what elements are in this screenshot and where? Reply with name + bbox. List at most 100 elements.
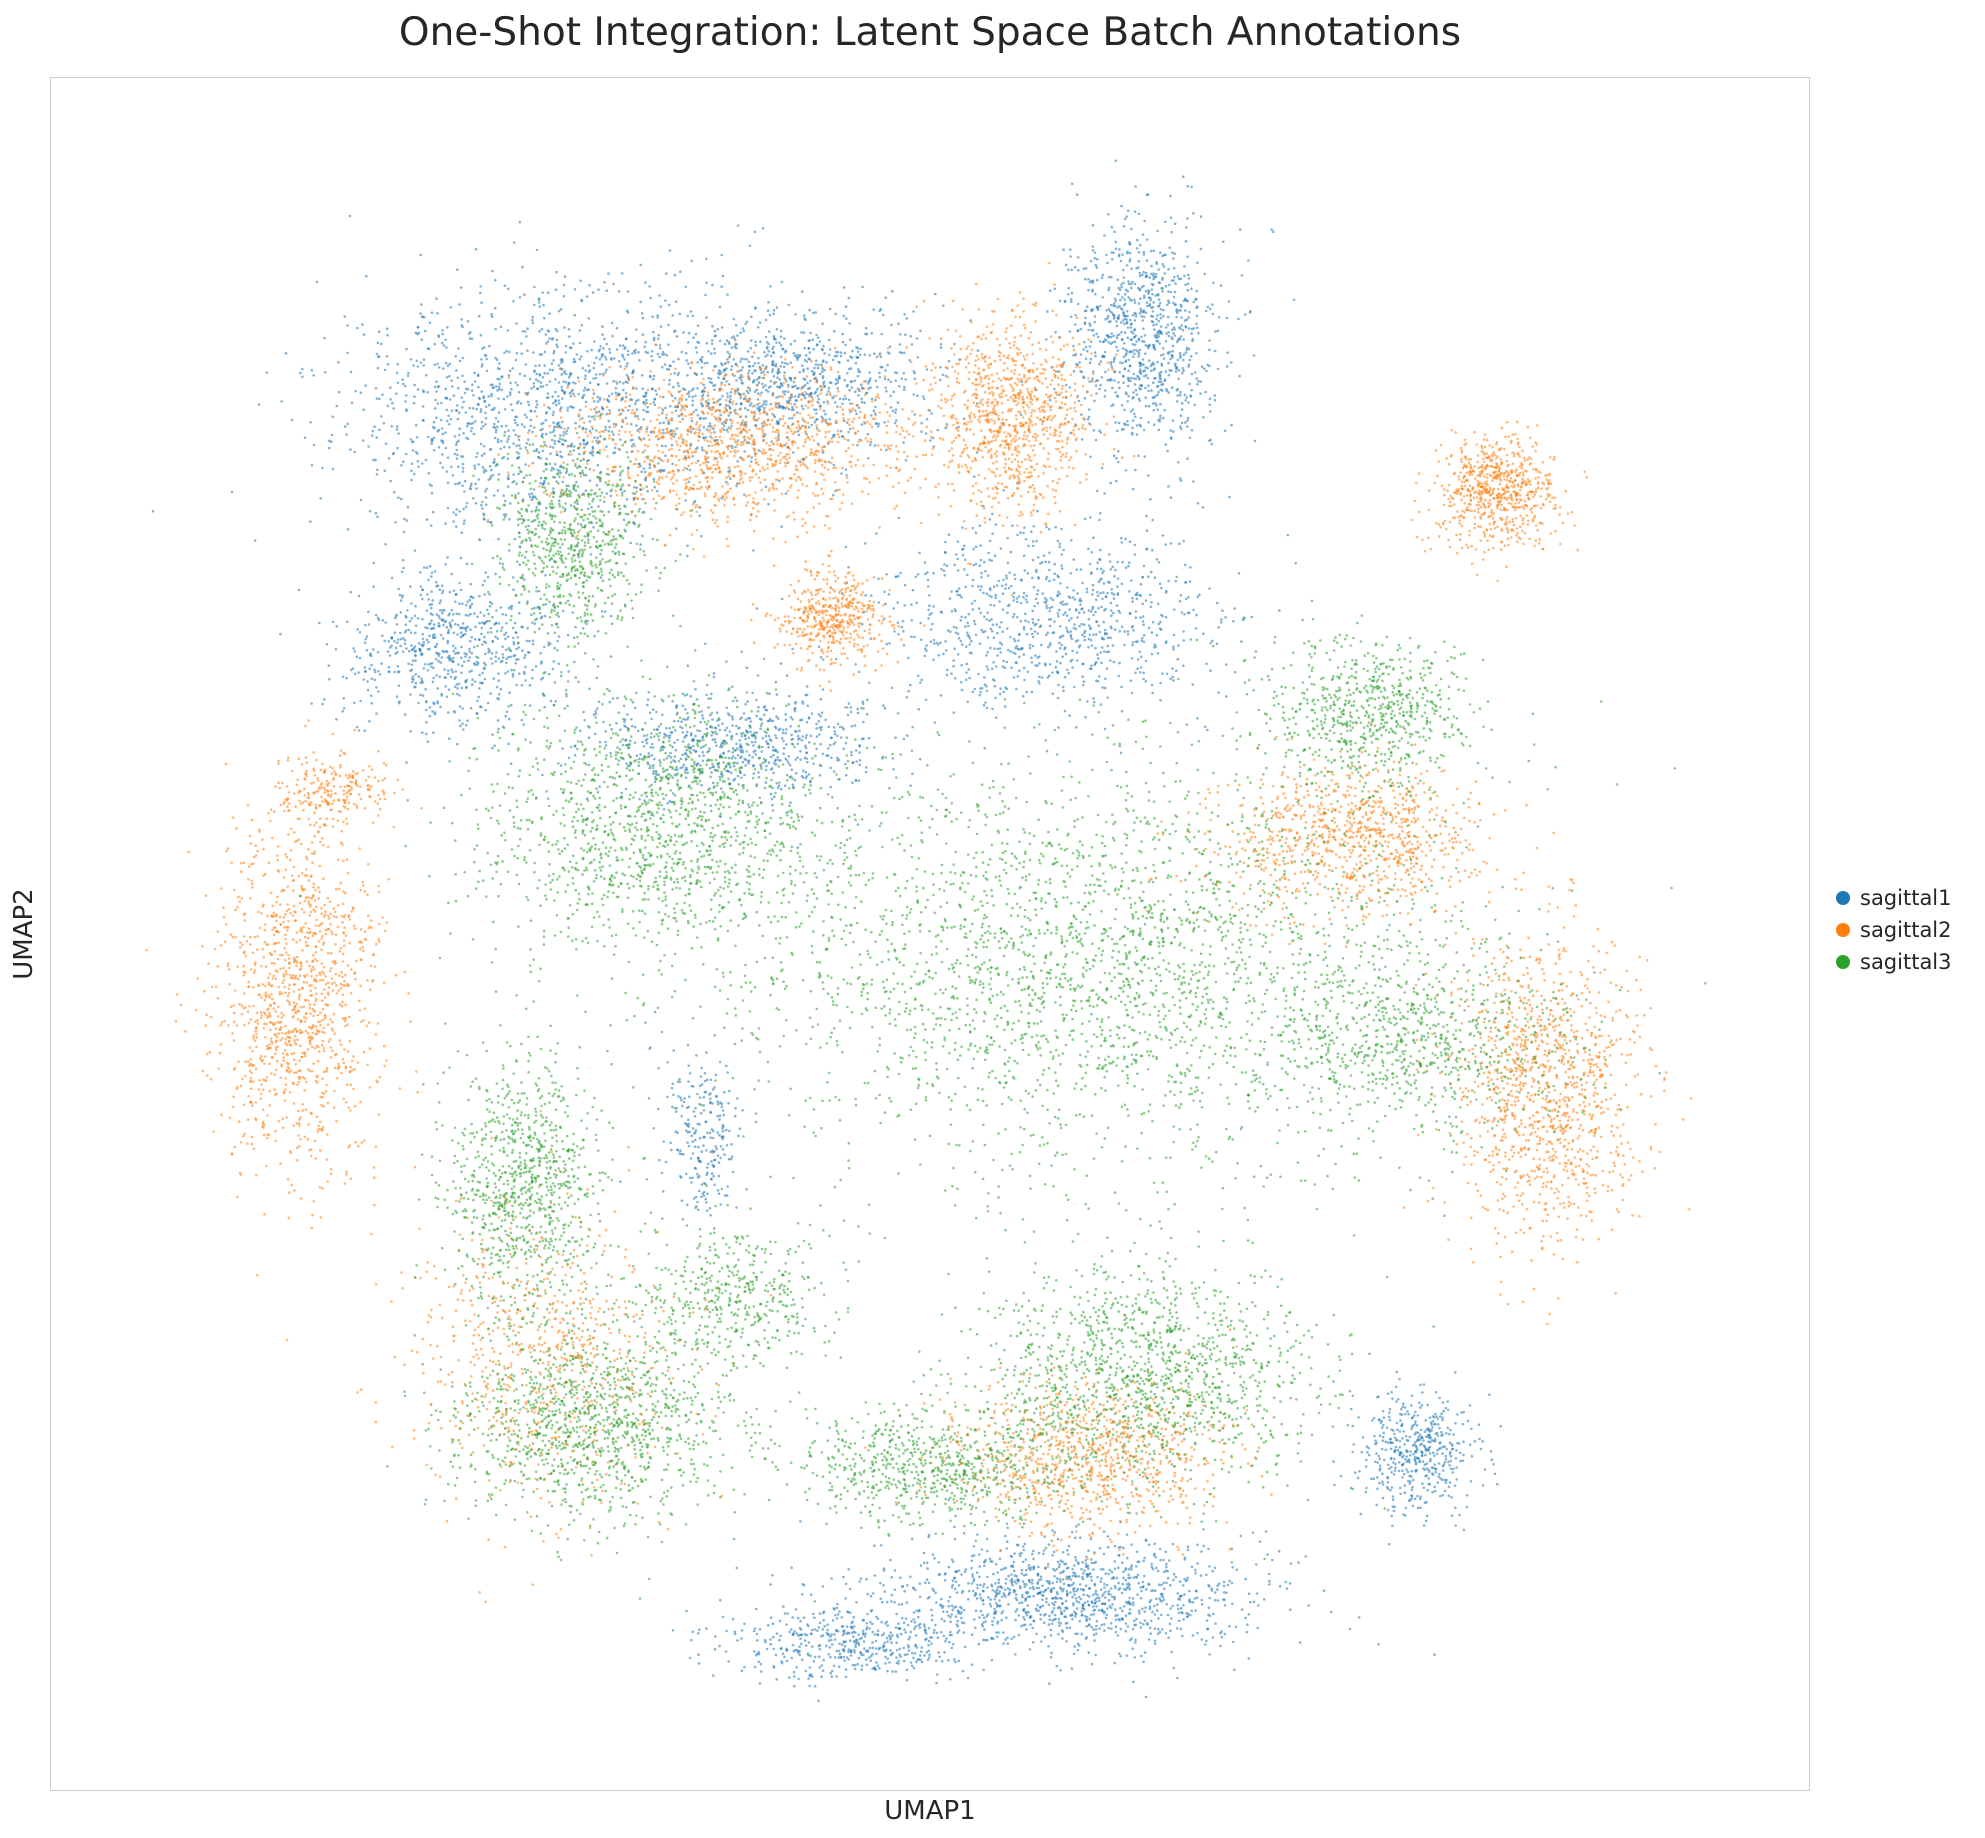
scatter-point [445,650,449,654]
scatter-point [801,364,804,367]
scatter-point [432,448,436,452]
scatter-point [422,390,426,394]
scatter-point [1122,281,1125,285]
scatter-point [459,631,463,634]
scatter-point [1182,630,1185,633]
scatter-point [523,293,526,296]
scatter-point [485,369,489,373]
scatter-point [520,342,523,345]
scatter-point [462,522,466,525]
scatter-point [503,408,507,411]
scatter-point [547,330,551,333]
scatter-point [491,473,495,477]
scatter-point [1138,364,1142,368]
scatter-point [694,734,697,738]
scatter-point [461,707,465,710]
scatter-point [1124,469,1128,472]
scatter-point [768,692,771,695]
scatter-point [490,394,493,398]
scatter-point [1185,226,1188,229]
scatter-point [410,663,414,666]
scatter-point [421,617,424,621]
scatter-point [512,241,516,244]
scatter-point [588,420,592,423]
scatter-point [253,539,257,542]
scatter-point [584,489,588,493]
scatter-point [747,369,751,372]
scatter-point [689,310,693,313]
scatter-point [667,383,671,386]
scatter-point [709,352,713,355]
scatter-point [470,636,474,639]
scatter-point [855,412,858,416]
scatter-point [746,391,750,395]
scatter-point [396,665,400,668]
scatter-point [412,364,415,367]
scatter-point [431,710,434,713]
scatter-point [366,688,370,692]
scatter-point [878,375,881,379]
scatter-point [1195,377,1198,380]
scatter-point [765,400,768,403]
scatter-point [1143,334,1147,337]
scatter-point [626,381,629,384]
scatter-point [1173,290,1177,294]
scatter-point [423,566,426,569]
scatter-point [497,727,500,731]
scatter-point [683,736,686,739]
scatter-point [541,291,544,294]
scatter-point [754,740,757,744]
scatter-point [465,562,469,566]
scatter-point [646,351,650,355]
scatter-point [1130,330,1133,333]
scatter-point [755,714,758,718]
scatter-point [441,332,445,336]
scatter-point [804,736,808,739]
scatter-point [437,446,441,449]
scatter-point [553,425,556,429]
scatter-point [631,352,634,355]
scatter-point [788,694,791,698]
scatter-point [406,505,410,509]
scatter-point [568,335,571,339]
scatter-point [532,351,535,354]
scatter-point [1089,455,1092,459]
scatter-point [1076,329,1080,332]
scatter-point [551,446,555,449]
scatter-point [403,517,406,521]
scatter-point [1060,564,1063,567]
scatter-point [1180,421,1184,425]
scatter-point [1167,290,1170,293]
scatter-point [449,626,453,629]
scatter-point [468,598,472,602]
scatter-point [412,472,416,476]
scatter-point [754,340,757,344]
scatter-point [543,364,546,367]
scatter-point [515,482,518,486]
scatter-point [837,376,841,380]
scatter-point [404,384,407,388]
scatter-point [1155,317,1158,321]
scatter-point [1080,438,1084,441]
scatter-point [862,720,865,724]
scatter-point [888,786,891,790]
scatter-point [488,605,492,608]
scatter-point [484,620,488,624]
scatter-point [1179,390,1182,394]
scatter-point [839,351,843,355]
scatter-point [456,376,460,380]
scatter-point [407,371,410,375]
scatter-point [531,461,535,465]
scatter-point [771,368,775,371]
scatter-point [728,400,731,403]
scatter-point [793,395,797,398]
scatter-point [1158,417,1162,420]
scatter-point [498,382,502,386]
scatter-point [477,478,481,481]
scatter-point [763,351,766,354]
scatter-point [1068,330,1072,333]
scatter-point [679,757,683,761]
scatter-point [455,443,458,447]
scatter-point [406,374,410,378]
scatter-point [764,734,768,738]
